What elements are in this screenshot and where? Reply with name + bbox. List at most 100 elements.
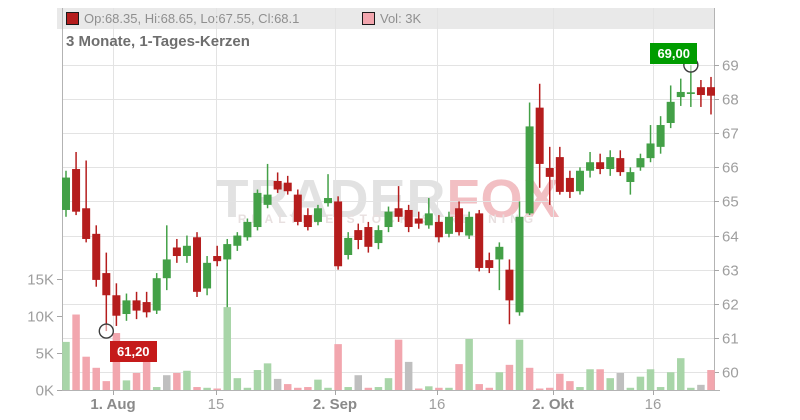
volume-bar [132,372,141,390]
candle-body [172,247,181,257]
x-tick-label: 16 [645,396,662,413]
ohlc-legend-chip [66,12,79,25]
candle-body [313,208,322,222]
candle-body [303,215,312,228]
price-tick-label: 65 [722,194,739,211]
price-tick-label: 68 [722,92,739,109]
candle-body [374,230,383,244]
volume-legend-chip [362,12,375,25]
candle-body [606,157,615,170]
volume-bar [505,364,514,390]
volume-bar [445,387,453,390]
volume-bar [273,378,282,390]
candle-body [92,233,101,280]
volume-bar [394,339,403,390]
volume-bar [626,387,635,390]
candle-body [505,269,514,301]
candle-body [193,237,202,292]
candle-body [132,300,141,311]
candle-body [686,92,695,94]
candle-body [575,170,584,192]
volume-bar [314,379,322,390]
volume-bar [535,388,544,390]
price-tick-label: 60 [722,365,739,382]
volume-bar [646,369,655,390]
volume-bar [697,384,705,390]
volume-bar [152,387,161,390]
candle-body [62,177,70,210]
volume-bar [72,314,80,390]
volume-bar [404,361,413,390]
candle-body [676,91,685,98]
candle-body [515,216,524,313]
candle-body [152,278,161,311]
volume-bar [334,344,342,390]
volume-bar [142,358,151,390]
candle-body [344,237,353,255]
x-tick-label: 2. Sep [313,396,357,413]
price-tick-label: 66 [722,160,739,177]
volume-bar [666,372,675,390]
candle-body [283,182,292,192]
volume-bar [495,372,504,390]
candle-body [364,227,373,247]
volume-bar [294,387,302,390]
candle-body [162,259,171,279]
volume-bar [304,387,312,390]
volume-bar [677,358,685,390]
volume-bar [485,387,494,390]
candle-body [112,295,121,316]
volume-bar [455,364,463,390]
candle-body [696,87,705,96]
x-tick-label: 15 [208,396,225,413]
x-tick-label: 16 [429,396,446,413]
volume-bar [374,387,383,390]
candle-body [586,162,595,171]
candle-body [434,221,443,238]
volume-bar [586,369,594,390]
volume-bar [616,372,625,390]
low-marker-circle [98,323,115,339]
volume-bar [566,381,574,390]
candle-body [72,169,81,212]
candle-body [424,213,433,226]
volume-bar [233,378,242,390]
volume-bar [223,307,231,390]
volume-bar [707,370,715,390]
price-tick-label: 63 [722,263,739,280]
volume-tick-label: 15K [27,272,54,289]
volume-bar [203,387,211,390]
volume-bar [354,375,363,390]
volume-bar [324,387,332,390]
candle-body [616,158,625,173]
volume-bar [82,356,90,390]
candle-body [666,101,675,123]
x-tick-label: 2. Okt [532,396,574,413]
price-tick-label: 62 [722,297,739,314]
candle-body [223,244,232,260]
candle-body [475,213,484,268]
candle-body [495,246,504,260]
volume-bar [636,376,645,390]
volume-bar [515,339,524,390]
volume-legend-label: Vol: 3K [380,11,422,26]
volume-tick-label: 5K [36,346,54,363]
candle-body [243,221,252,238]
candle-body [233,235,242,246]
candle-body [263,194,272,205]
volume-bar [183,370,191,390]
volume-bar [122,380,131,390]
price-tick-label: 67 [722,126,739,143]
price-tick-label: 64 [722,229,739,246]
volume-bar [525,367,534,390]
volume-bar [193,387,201,390]
candle-body [253,192,262,228]
candle-body [293,194,302,222]
chart-title: 3 Monate, 1-Tages-Kerzen [66,33,250,50]
volume-bar [62,341,70,390]
candle-body [354,230,363,240]
volume-bar [384,378,393,390]
candle-body [565,177,574,192]
volume-bar [435,387,443,390]
